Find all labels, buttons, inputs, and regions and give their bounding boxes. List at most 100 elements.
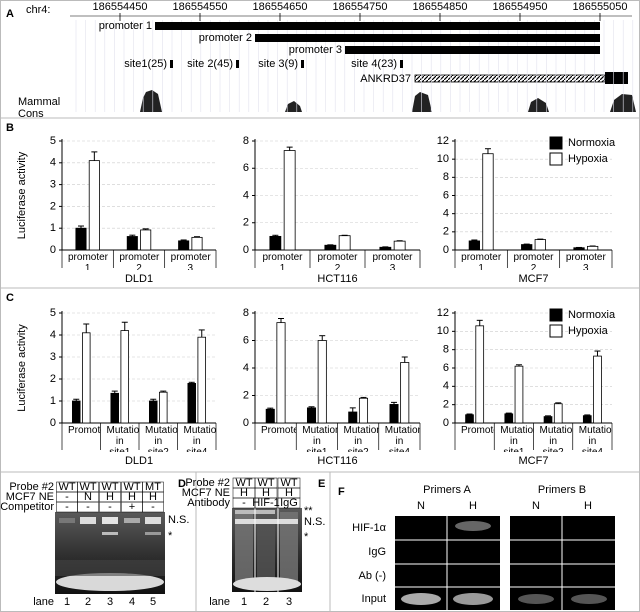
band-annotation: ** xyxy=(304,505,313,517)
cell-text: WT xyxy=(101,481,118,493)
row-label: IgG xyxy=(368,546,386,558)
cell-text: - xyxy=(86,501,90,513)
band xyxy=(401,593,441,605)
x-tick-label: Mutation in site1 xyxy=(106,425,140,452)
bar xyxy=(269,235,282,251)
bar xyxy=(468,240,480,251)
category-box: promoter 2 xyxy=(513,252,553,270)
lane-number: 3 xyxy=(107,596,113,608)
category-box: Promoter1 xyxy=(68,425,101,436)
bar xyxy=(187,382,196,424)
band xyxy=(453,593,493,605)
category-box: promoter 3 xyxy=(566,252,606,270)
site-label: site1(25) xyxy=(124,58,167,70)
bar xyxy=(159,391,168,424)
bar xyxy=(543,416,553,424)
lane-number: 3 xyxy=(286,596,292,608)
y-tick-label: 8 xyxy=(443,171,449,183)
coord-tick-label: 186554750 xyxy=(332,1,387,13)
y-tick-label: 2 xyxy=(443,399,449,411)
column-label: H xyxy=(584,500,592,512)
track-label: Cons xyxy=(18,108,44,120)
legend-swatch xyxy=(549,308,563,322)
y-tick-label: 2 xyxy=(50,373,56,385)
cell-text: - xyxy=(65,491,69,503)
legend-label: Normoxia xyxy=(568,309,616,321)
lane-number: 1 xyxy=(241,596,247,608)
category-box: Mutation in site1 xyxy=(106,425,140,452)
category-box: promoter 1 xyxy=(68,252,109,270)
bar xyxy=(88,160,100,251)
band xyxy=(102,517,118,524)
bar xyxy=(120,330,130,424)
x-axis-label: MCF7 xyxy=(519,273,549,285)
gel-e xyxy=(232,508,302,592)
cell-text: H xyxy=(149,491,157,503)
category-box: promoter 3 xyxy=(170,252,211,270)
row-label: Probe #2 xyxy=(185,477,230,489)
bar xyxy=(110,392,119,424)
cell-text: - xyxy=(108,501,112,513)
lane-label: lane xyxy=(33,596,54,608)
bar xyxy=(126,236,138,251)
y-tick-label: 6 xyxy=(443,362,449,374)
gene-intron xyxy=(414,74,606,83)
y-tick-label: 5 xyxy=(50,307,56,319)
row-label: Antibody xyxy=(187,497,230,509)
x-axis-label: DLD1 xyxy=(125,273,153,285)
y-tick-label: 6 xyxy=(243,334,249,346)
y-tick-label: 0 xyxy=(443,417,449,429)
bar xyxy=(534,239,546,251)
category-box: Mutation in site1 xyxy=(500,425,533,452)
gel-d xyxy=(55,512,165,594)
track-label: Mammal xyxy=(18,96,60,108)
cell-text: WT xyxy=(123,481,140,493)
x-tick-label: promoter 1 xyxy=(68,252,109,270)
cell-text: H xyxy=(106,491,114,503)
bar xyxy=(514,365,524,424)
y-tick-label: 8 xyxy=(443,344,449,356)
smear xyxy=(55,560,165,576)
lane-label: lane xyxy=(209,596,230,608)
coord-tick-label: 186555050 xyxy=(572,1,627,13)
bar xyxy=(317,340,327,424)
row-label: Probe #2 xyxy=(9,481,54,493)
bar xyxy=(148,400,158,424)
bar xyxy=(400,362,410,424)
cell-text: WT xyxy=(280,477,297,489)
column-label: N xyxy=(532,500,540,512)
cell-text: WT xyxy=(235,477,252,489)
y-tick-label: 2 xyxy=(50,200,56,212)
y-tick-label: 1 xyxy=(50,222,56,234)
cell-text: H xyxy=(128,491,136,503)
x-tick-label: promoter 1 xyxy=(461,252,502,270)
x-tick-label: promoter 2 xyxy=(119,252,160,270)
y-tick-label: 3 xyxy=(50,351,56,363)
cell-text: - xyxy=(242,497,246,509)
primer-set: Primers B xyxy=(538,484,586,496)
y-tick-label: 8 xyxy=(243,307,249,319)
bar xyxy=(283,150,296,251)
promoter-bar xyxy=(255,34,600,42)
free-probe xyxy=(233,577,301,591)
lane-number: 1 xyxy=(64,596,70,608)
x-tick-label: promoter 3 xyxy=(170,252,211,270)
lane-number: 2 xyxy=(263,596,269,608)
panel-label: B xyxy=(6,122,14,134)
lane-number: 2 xyxy=(85,596,91,608)
bar xyxy=(75,227,87,251)
y-tick-label: 0 xyxy=(50,417,56,429)
y-tick-label: 4 xyxy=(243,189,249,201)
chrom-label: chr4: xyxy=(26,4,50,16)
y-tick-label: 4 xyxy=(50,157,56,169)
y-tick-label: 12 xyxy=(437,135,449,147)
y-tick-label: 10 xyxy=(437,325,449,337)
band-annotation: * xyxy=(304,531,309,543)
cell xyxy=(77,501,99,513)
y-tick-label: 5 xyxy=(50,135,56,147)
legend-swatch xyxy=(549,324,563,338)
y-tick-label: 10 xyxy=(437,153,449,165)
